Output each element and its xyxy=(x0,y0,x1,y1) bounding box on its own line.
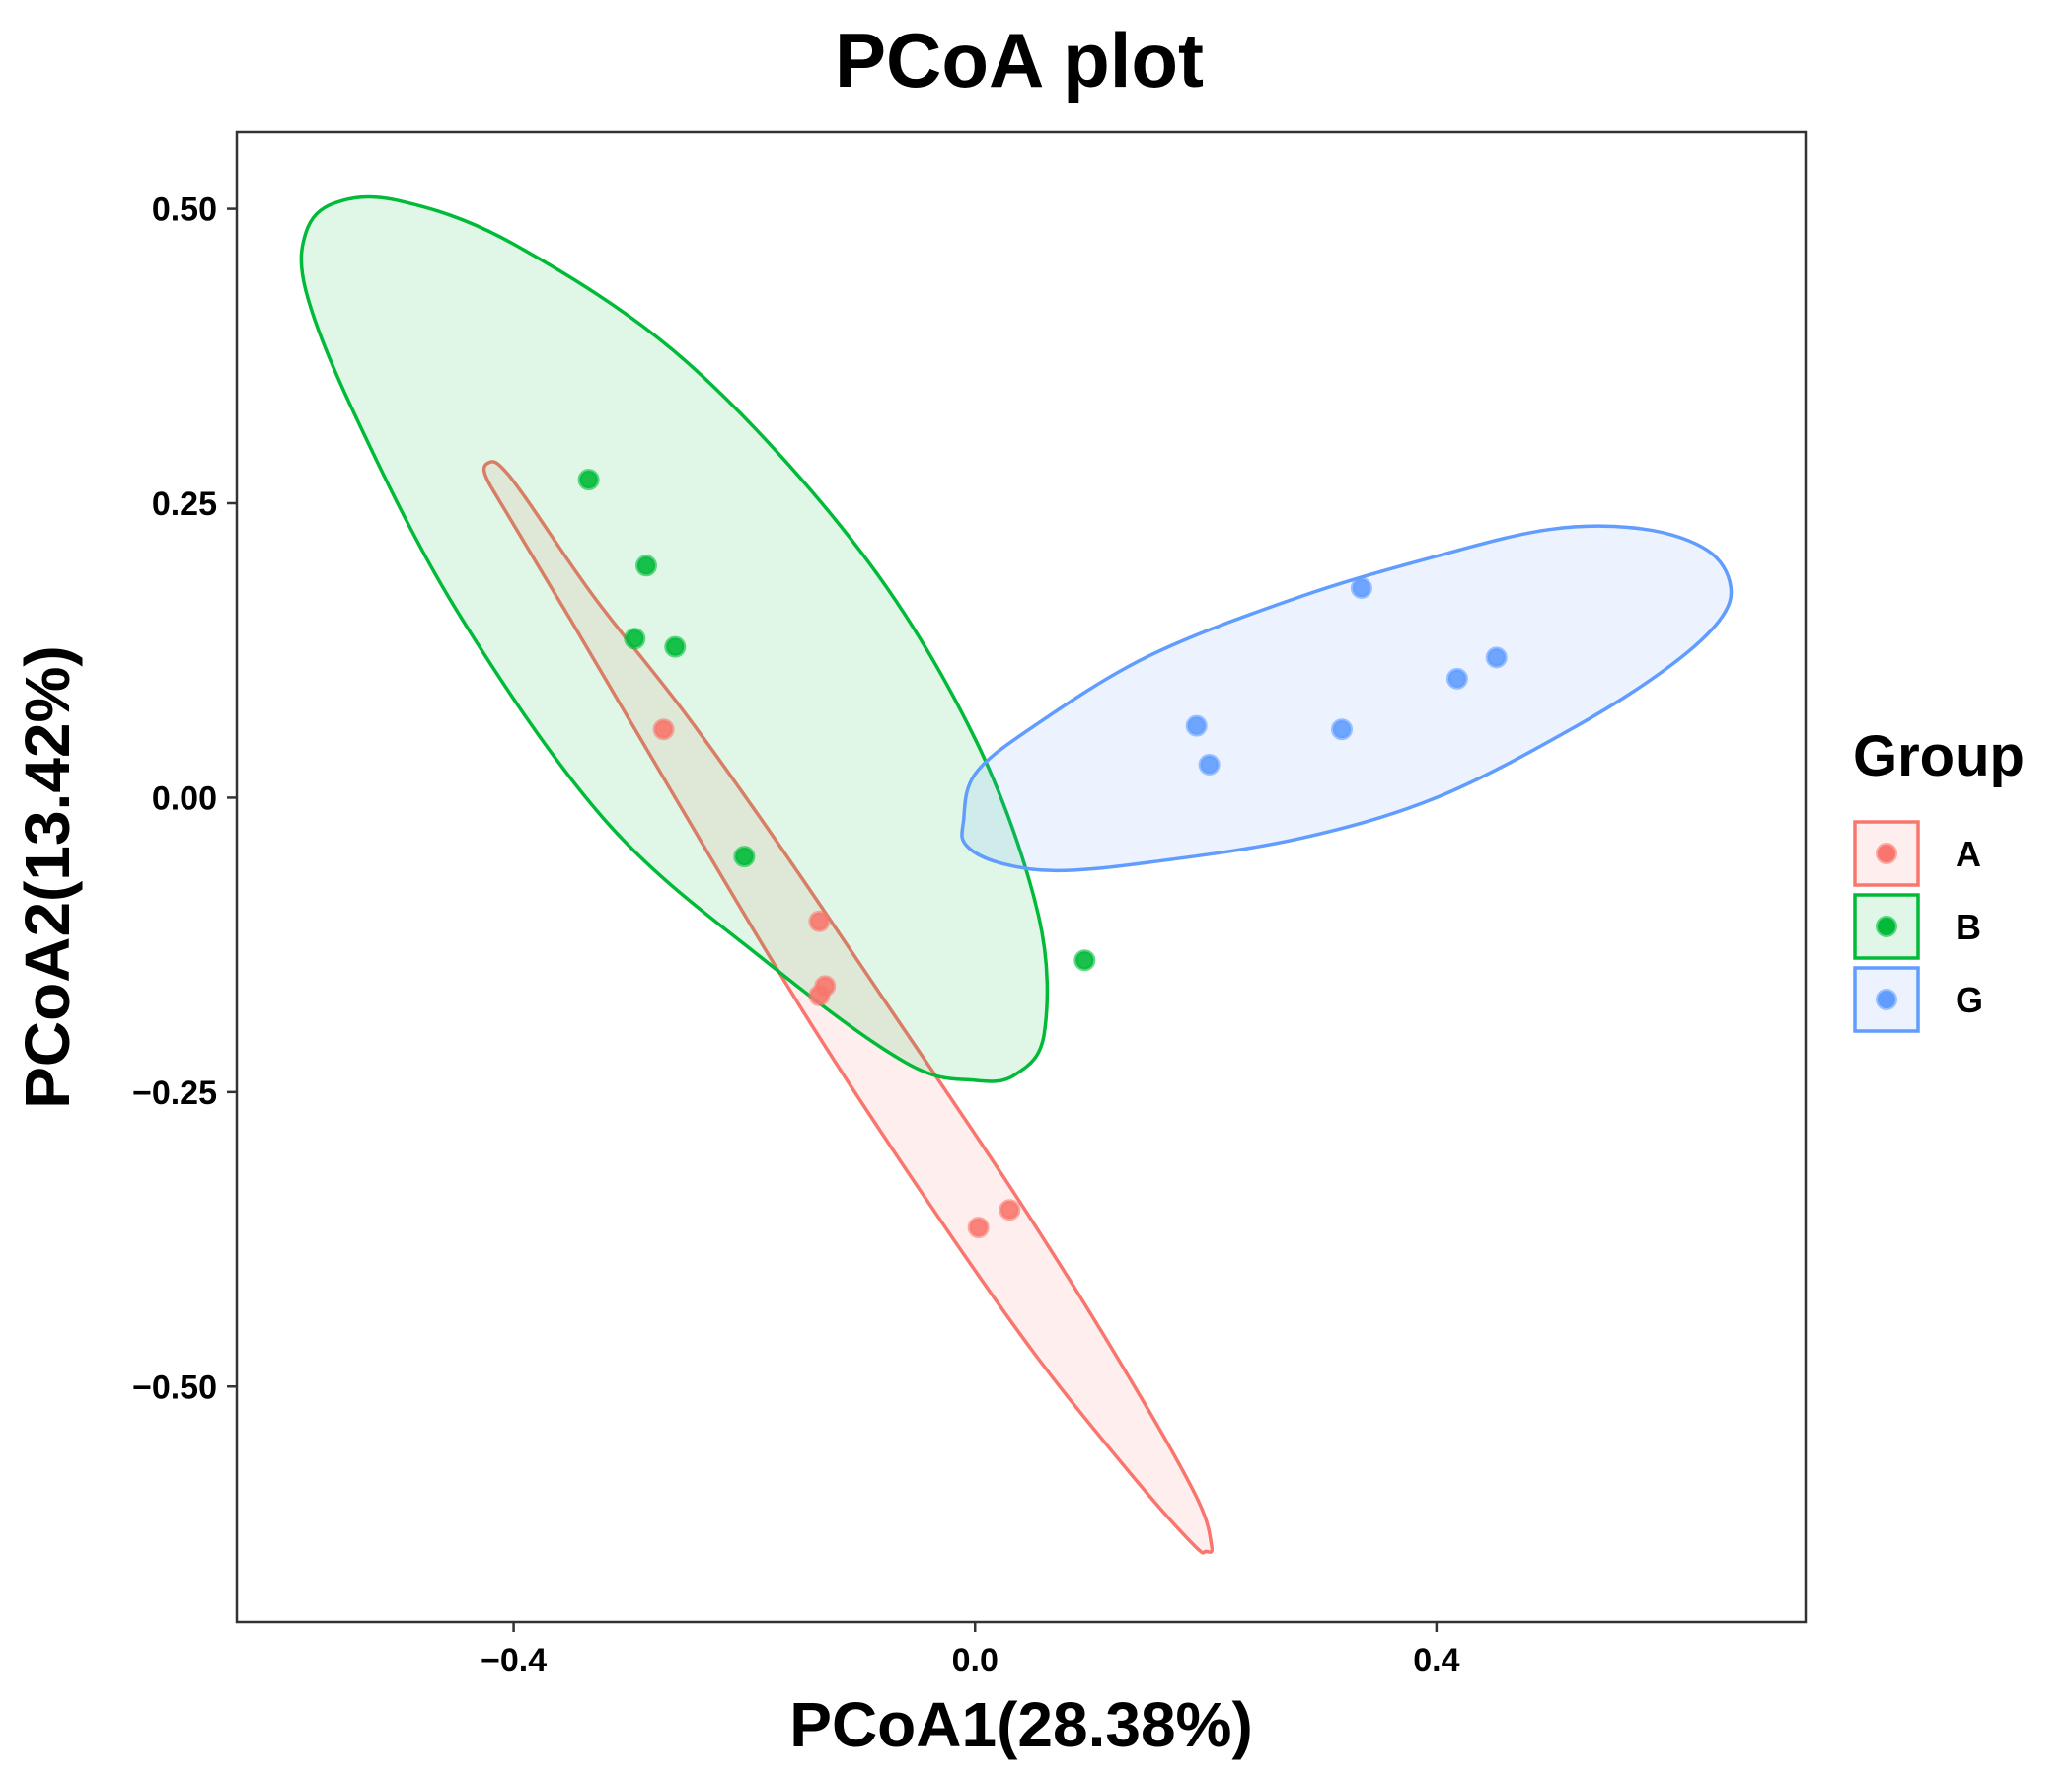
legend-label-a: A xyxy=(1956,834,1981,874)
point-b-2 xyxy=(635,555,657,577)
y-tick-label: −0.50 xyxy=(132,1369,217,1406)
y-axis-title: PCoA2(13.42%) xyxy=(12,645,83,1109)
legend-marker-g xyxy=(1876,989,1897,1010)
y-tick-label: 0.00 xyxy=(152,779,217,817)
x-tick-label: 0.4 xyxy=(1413,1642,1459,1679)
y-tick-label: 0.50 xyxy=(152,191,217,229)
x-axis-ticks: −0.4 0.0 0.4 xyxy=(481,1622,1460,1679)
point-a-2 xyxy=(808,910,831,932)
ellipse-g xyxy=(960,524,1734,873)
point-g-5 xyxy=(1445,667,1468,690)
legend-label-b: B xyxy=(1956,907,1981,947)
point-g-6 xyxy=(1485,646,1508,669)
legend-title: Group xyxy=(1853,724,2025,788)
point-b-5 xyxy=(733,846,756,868)
point-b-1 xyxy=(577,469,600,491)
point-a-6 xyxy=(999,1199,1021,1221)
point-g-3 xyxy=(1331,718,1353,741)
x-tick-label: 0.0 xyxy=(952,1642,999,1679)
legend-key-g xyxy=(1853,966,1920,1033)
legend-marker-b xyxy=(1876,916,1897,937)
y-tick-label: −0.25 xyxy=(132,1074,217,1112)
chart-title: PCoA plot xyxy=(835,17,1204,104)
y-tick-label: 0.25 xyxy=(152,485,217,523)
legend-marker-a xyxy=(1876,843,1897,864)
point-a-1 xyxy=(652,718,675,741)
point-g-4 xyxy=(1350,577,1372,599)
point-a-4 xyxy=(808,985,831,1006)
point-b-6 xyxy=(1073,949,1096,972)
point-b-3 xyxy=(624,628,646,650)
point-g-1 xyxy=(1185,714,1208,737)
point-a-5 xyxy=(967,1217,990,1239)
point-g-2 xyxy=(1198,754,1221,776)
confidence-ellipses xyxy=(299,194,1734,1555)
legend-label-g: G xyxy=(1956,980,1983,1020)
x-tick-label: −0.4 xyxy=(481,1642,547,1679)
point-b-4 xyxy=(664,635,687,658)
legend: Group ABG xyxy=(1853,724,2025,1033)
y-axis-ticks: 0.50 0.25 0.00 −0.25 −0.50 xyxy=(132,191,237,1406)
plot-panel-border xyxy=(235,130,1808,1624)
data-points xyxy=(577,469,1508,1239)
x-axis-title: PCoA1(28.38%) xyxy=(789,1689,1253,1760)
